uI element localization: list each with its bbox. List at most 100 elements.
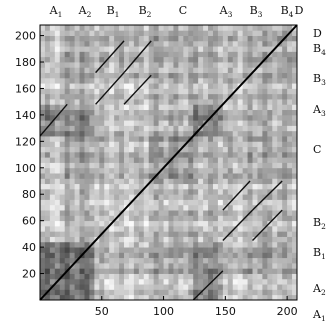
heatmap-cell <box>208 77 214 84</box>
heatmap-cell <box>217 225 224 232</box>
heatmap-cell <box>158 109 164 116</box>
heatmap-cell <box>54 104 61 111</box>
heatmap-cell <box>143 88 150 95</box>
heatmap-cell <box>183 62 189 68</box>
heatmap-cell <box>168 183 174 190</box>
heatmap-cell <box>40 77 46 84</box>
heatmap-cell <box>84 284 90 290</box>
heatmap-cell <box>64 51 71 58</box>
heatmap-cell <box>247 167 253 174</box>
heatmap-cell <box>138 114 145 121</box>
heatmap-cell <box>49 99 56 105</box>
heatmap-cell <box>138 46 145 52</box>
heatmap-cell <box>109 294 115 301</box>
heatmap-cell <box>104 130 110 137</box>
heatmap-cell <box>247 30 253 36</box>
heatmap-cell <box>203 225 209 232</box>
heatmap-cell <box>227 220 234 227</box>
heatmap-cell <box>119 241 125 248</box>
heatmap-cell <box>282 289 288 296</box>
heatmap-cell <box>143 247 150 253</box>
heatmap-cell <box>183 178 189 185</box>
heatmap-cell <box>262 157 268 163</box>
heatmap-cell <box>282 136 288 142</box>
heatmap-cell <box>138 56 145 63</box>
heatmap-cell <box>183 56 189 63</box>
heatmap-cell <box>242 109 248 116</box>
heatmap-cell <box>54 289 61 296</box>
heatmap-cell <box>89 252 95 259</box>
heatmap-cell <box>193 40 199 47</box>
heatmap-cell <box>257 83 263 89</box>
heatmap-cell <box>64 56 71 63</box>
heatmap-cell <box>79 215 85 222</box>
heatmap-cell <box>217 157 224 163</box>
heatmap-cell <box>212 67 219 73</box>
heatmap-cell <box>124 83 130 89</box>
heatmap-cell <box>124 35 130 42</box>
heatmap-cell <box>252 51 258 58</box>
heatmap-cell <box>143 130 150 137</box>
heatmap-cell <box>208 51 214 58</box>
heatmap-cell <box>119 183 125 190</box>
heatmap-cell <box>153 125 160 132</box>
heatmap-cell <box>44 67 51 73</box>
heatmap-cell <box>277 167 283 174</box>
heatmap-cell <box>178 220 184 227</box>
heatmap-cell <box>49 56 56 63</box>
heatmap-cell <box>173 220 179 227</box>
heatmap-cell <box>84 268 90 274</box>
heatmap-cell <box>54 167 61 174</box>
heatmap-cell <box>99 173 105 179</box>
heatmap-cell <box>143 273 150 280</box>
heatmap-cell <box>222 173 229 179</box>
heatmap-cell <box>222 188 229 195</box>
heatmap-cell <box>227 157 234 163</box>
heatmap-cell <box>198 83 204 89</box>
heatmap-cell <box>188 284 194 290</box>
heatmap-cell <box>119 167 125 174</box>
heatmap-cell <box>252 62 258 68</box>
heatmap-cell <box>212 294 219 301</box>
heatmap-cell <box>148 289 155 296</box>
heatmap-cell <box>247 252 253 259</box>
heatmap-cell <box>79 125 85 132</box>
heatmap-cell <box>282 225 288 232</box>
heatmap-cell <box>287 268 293 274</box>
heatmap-cell <box>217 62 224 68</box>
heatmap-cell <box>257 183 263 190</box>
heatmap-cell <box>183 46 189 52</box>
heatmap-cell <box>277 93 283 100</box>
heatmap-cell <box>203 236 209 243</box>
heatmap-cell <box>272 125 278 132</box>
heatmap-cell <box>79 247 85 253</box>
heatmap-cell <box>247 51 253 58</box>
heatmap-cell <box>49 188 56 195</box>
heatmap-cell <box>153 247 160 253</box>
heatmap-cell <box>247 88 253 95</box>
heatmap-cell <box>54 204 61 211</box>
heatmap-cell <box>188 167 194 174</box>
heatmap-cell <box>148 83 155 89</box>
heatmap-cell <box>89 30 95 36</box>
heatmap-cell <box>69 273 75 280</box>
heatmap-cell <box>237 268 244 274</box>
heatmap-cell <box>282 173 288 179</box>
heatmap-cell <box>257 268 263 274</box>
heatmap-cell <box>178 114 184 121</box>
heatmap-cell <box>128 294 135 301</box>
heatmap-cell <box>217 278 224 285</box>
heatmap-cell <box>183 93 189 100</box>
heatmap-cell <box>119 268 125 274</box>
heatmap-cell <box>188 51 194 58</box>
main-diagonal-line <box>39 24 298 301</box>
heatmap-cell <box>64 289 71 296</box>
heatmap-cell <box>247 35 253 42</box>
heatmap-cell <box>282 194 288 200</box>
heatmap-cell <box>212 231 219 237</box>
heatmap-cell <box>94 114 100 121</box>
heatmap-cell <box>208 136 214 142</box>
heatmap-cell <box>203 25 209 31</box>
heatmap-cell <box>59 210 66 216</box>
heatmap-cell <box>84 35 90 42</box>
